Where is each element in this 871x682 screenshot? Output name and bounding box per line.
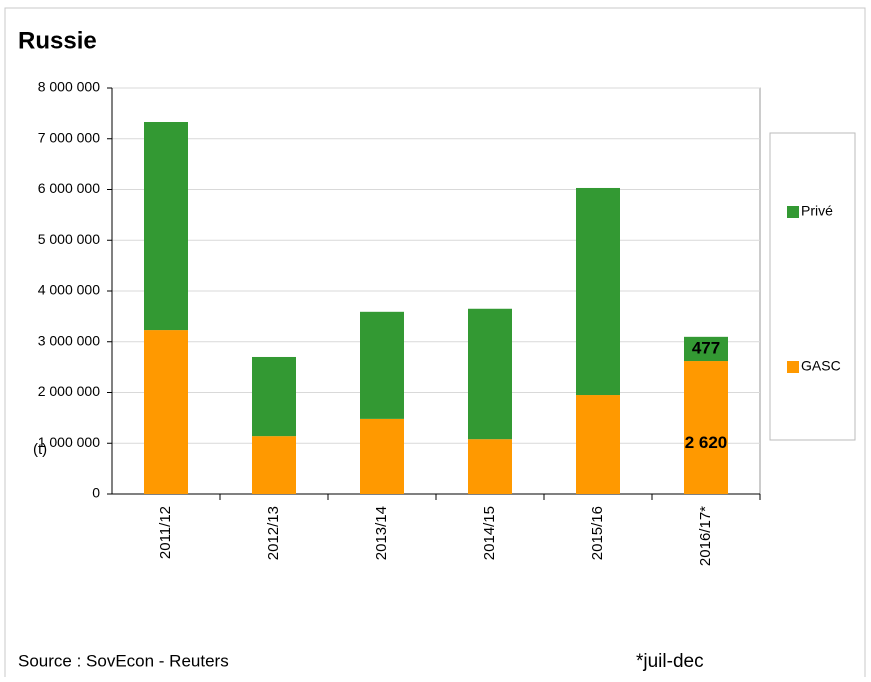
bar-segment	[468, 308, 512, 440]
bar-segment	[684, 361, 728, 494]
source: Source : SovEcon - Reuters	[18, 651, 229, 670]
legend-label: Privé	[801, 203, 833, 219]
y-tick-label: 4 000 000	[38, 282, 100, 298]
legend-label: GASC	[801, 358, 841, 374]
frame	[4, 7, 866, 682]
bar-segment	[468, 439, 512, 494]
data-label: 2 620	[685, 433, 728, 452]
bar-segment	[576, 187, 620, 396]
y-tick-label: 6 000 000	[38, 180, 100, 196]
y-tick-label: 5 000 000	[38, 231, 100, 247]
bar-segment	[684, 336, 728, 362]
legend-swatch	[787, 206, 799, 218]
y-tick-label: 0	[92, 485, 100, 501]
bar-segment	[360, 311, 404, 419]
x-tick-label: 2011/12	[157, 506, 174, 559]
bar-segment	[576, 395, 620, 494]
x-tick-label: 2013/14	[373, 506, 390, 560]
y-tick-label: 1 000 000	[38, 434, 100, 450]
bar-segment	[252, 436, 296, 494]
y-axis-label: (t)	[33, 441, 47, 458]
x-tick-label: 2014/15	[481, 506, 498, 560]
x-tick-label: 2016/17*	[697, 506, 714, 566]
data-label: 477	[692, 338, 720, 357]
bar-segment	[360, 418, 404, 494]
legend-swatch	[787, 361, 799, 373]
y-tick-label: 3 000 000	[38, 332, 100, 348]
y-tick-label: 2 000 000	[38, 383, 100, 399]
y-tick-label: 7 000 000	[38, 129, 100, 145]
chart-title: Russie	[18, 27, 97, 54]
x-tick-label: 2015/16	[589, 506, 606, 560]
note: *juil-dec	[636, 651, 704, 672]
x-tick-label: 2012/13	[265, 506, 282, 560]
bar-segment	[144, 330, 188, 494]
bar-segment	[144, 122, 188, 331]
legend-box	[769, 132, 856, 441]
bar-segment	[252, 356, 296, 437]
y-tick-label: 8 000 000	[38, 79, 100, 95]
